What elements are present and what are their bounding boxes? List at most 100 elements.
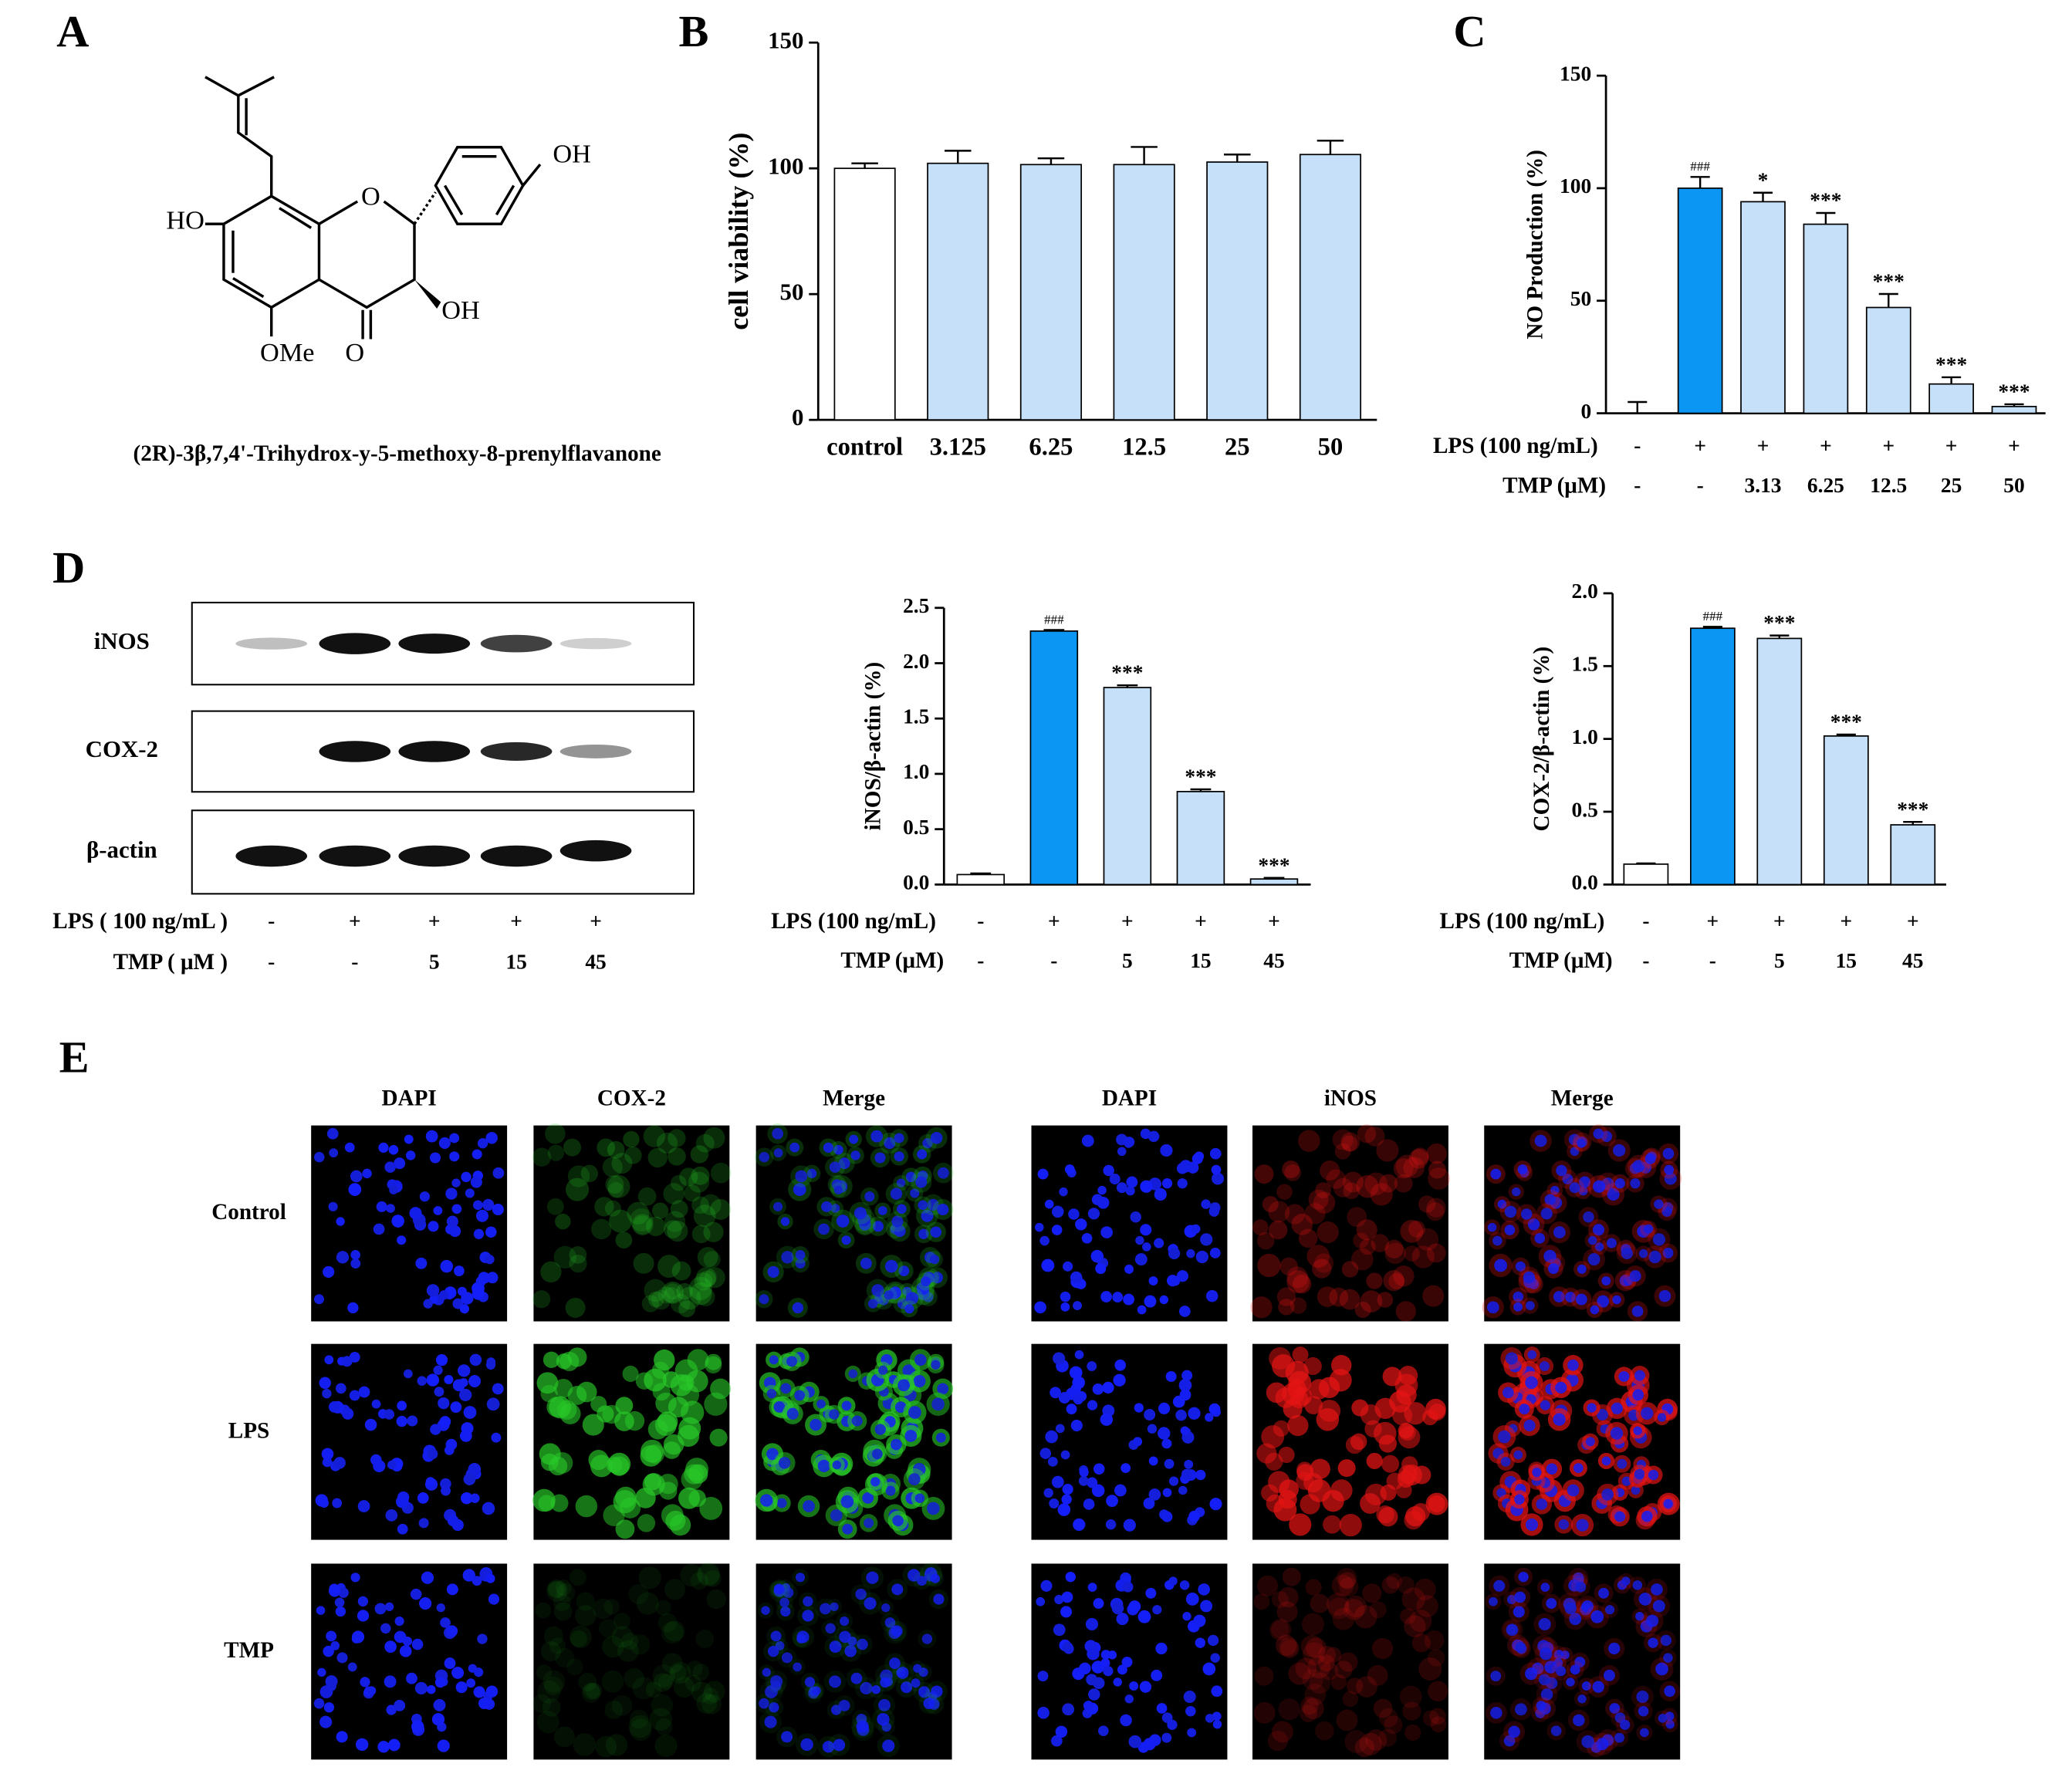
nucleus (1525, 1376, 1538, 1390)
nucleus (1567, 1359, 1579, 1371)
blot-band (559, 745, 632, 758)
stained-cell (1278, 1586, 1299, 1608)
nucleus (1069, 1366, 1083, 1380)
nucleus (1638, 1593, 1652, 1606)
nucleus (1059, 1187, 1068, 1197)
nucleus (482, 1502, 495, 1515)
stained-cell (691, 1681, 712, 1703)
stained-cell (615, 1519, 635, 1539)
stained-cell (1398, 1465, 1418, 1485)
nucleus (1601, 1456, 1611, 1466)
stained-cell (1332, 1607, 1355, 1630)
blot-band (319, 741, 391, 762)
nucleus (1137, 1305, 1147, 1315)
stained-cell (1290, 1297, 1307, 1314)
significance-label: ### (1044, 612, 1064, 627)
stained-cell (694, 1272, 713, 1291)
error-bar (1190, 788, 1212, 792)
stained-cell (632, 1677, 655, 1700)
nucleus (436, 1603, 445, 1613)
nucleus (350, 1170, 363, 1183)
stained-cell (703, 1251, 721, 1269)
nucleus (1570, 1147, 1580, 1157)
nucleus (891, 1625, 903, 1637)
nucleus (1124, 1264, 1134, 1274)
stained-cell (1303, 1356, 1322, 1376)
stained-cell (1304, 1203, 1326, 1225)
nucleus (1610, 1427, 1624, 1440)
nucleus (1587, 1253, 1600, 1266)
micrograph (311, 1125, 508, 1322)
nucleus (823, 1142, 834, 1153)
stained-cell (695, 1133, 715, 1153)
nucleus (796, 1630, 810, 1644)
stained-cell (553, 1245, 576, 1269)
nucleus (1061, 1591, 1073, 1603)
nucleus (1506, 1594, 1517, 1605)
nucleus (848, 1369, 858, 1379)
stained-cell (1320, 1160, 1340, 1181)
nucleus (1634, 1468, 1645, 1480)
stained-cell (709, 1428, 728, 1447)
nucleus (1630, 1178, 1641, 1189)
nucleus (335, 1606, 346, 1617)
nucleus (1091, 1660, 1105, 1674)
stained-cell (1306, 1637, 1327, 1658)
nucleus (817, 1459, 830, 1472)
nucleus (1539, 1674, 1550, 1686)
nucleus (1151, 1669, 1163, 1681)
stained-cell (1308, 1189, 1329, 1210)
nucleus (1505, 1352, 1518, 1365)
nucleus (1052, 1205, 1064, 1218)
stained-cell (555, 1647, 575, 1668)
nucleus (878, 1698, 891, 1711)
stained-cell (1344, 1730, 1368, 1754)
nucleus (472, 1149, 482, 1160)
condition-value: 15 (1836, 949, 1857, 972)
nucleus (459, 1304, 469, 1314)
condition-value: - (1642, 949, 1649, 972)
nucleus (1035, 1222, 1044, 1232)
nucleus (1191, 1153, 1203, 1164)
stained-cell (1428, 1167, 1450, 1190)
condition-value: + (1195, 909, 1207, 932)
stained-cell (1341, 1135, 1358, 1152)
condition-value: + (1907, 909, 1919, 932)
nucleus (349, 1390, 360, 1401)
nucleus (1178, 1485, 1188, 1495)
nucleus (766, 1388, 777, 1399)
nucleus (1081, 1232, 1093, 1244)
micrograph (1031, 1343, 1228, 1540)
nucleus (773, 1583, 785, 1595)
nucleus (1575, 1581, 1587, 1593)
stained-cell (684, 1184, 701, 1202)
nucleus (1179, 1389, 1191, 1401)
stained-cell (1276, 1287, 1296, 1306)
stained-cell (1284, 1204, 1305, 1225)
nucleus (1211, 1164, 1222, 1175)
stained-cell (1334, 1660, 1353, 1679)
nucleus (1148, 1456, 1158, 1466)
nucleus (336, 1251, 350, 1264)
nucleus (454, 1265, 465, 1277)
nucleus (765, 1685, 778, 1698)
nucleus (1577, 1139, 1586, 1148)
nucleus (816, 1399, 826, 1409)
stained-cell (594, 1197, 614, 1217)
stained-cell (1303, 1698, 1324, 1720)
nucleus (1087, 1400, 1098, 1410)
y-axis-label: iNOS/β-actin (%) (861, 662, 886, 831)
stained-cell (1278, 1446, 1295, 1464)
nucleus (1590, 1610, 1604, 1623)
stained-cell (1418, 1195, 1436, 1213)
stained-cell (624, 1147, 642, 1164)
stained-cell (1286, 1270, 1310, 1294)
nucleus (803, 1500, 815, 1512)
bond (413, 191, 437, 225)
nucleus (1144, 1409, 1156, 1421)
bond (238, 76, 275, 97)
stained-cell (1366, 1272, 1383, 1289)
nucleus (1200, 1600, 1213, 1613)
structure (204, 76, 542, 340)
stained-cell (693, 1204, 716, 1228)
